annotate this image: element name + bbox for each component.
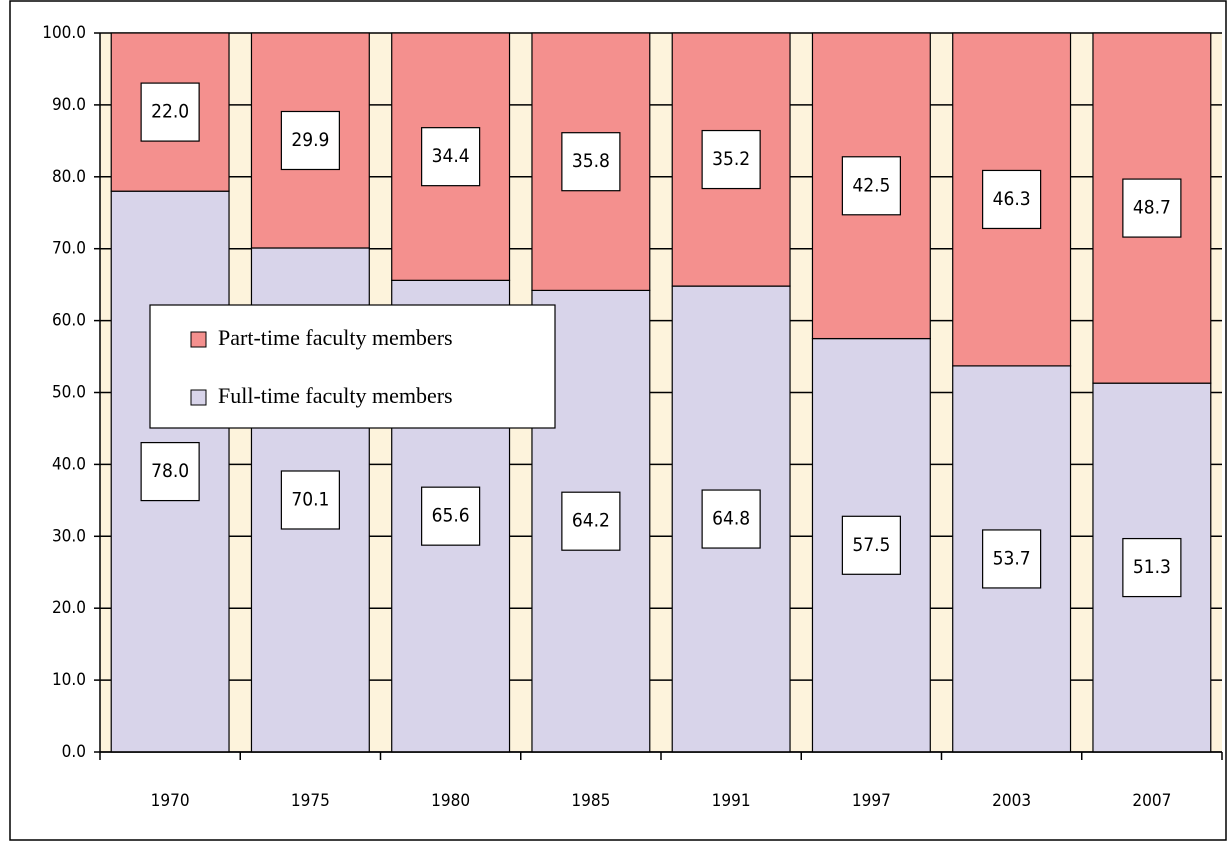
legend-label: Full-time faculty members	[218, 383, 453, 408]
y-tick-label: 70.0	[52, 239, 86, 259]
y-tick-label: 90.0	[52, 95, 86, 115]
data-label: 35.2	[712, 148, 750, 170]
data-label-box	[280, 110, 340, 171]
legend-label: Part-time faculty members	[218, 325, 453, 350]
x-tick-label: 1980	[431, 791, 470, 811]
data-label: 78.0	[151, 460, 189, 482]
data-label: 46.3	[993, 188, 1031, 210]
data-label-box	[421, 127, 481, 187]
data-label: 65.6	[432, 505, 470, 527]
y-tick-label: 20.0	[52, 598, 86, 618]
data-label-box	[982, 529, 1042, 589]
data-label-box	[140, 441, 200, 502]
legend-box	[149, 304, 556, 429]
data-label-box	[1122, 178, 1182, 238]
y-tick-label: 0.0	[62, 742, 86, 762]
data-label-box	[841, 515, 901, 575]
x-tick-label: 1970	[151, 791, 190, 811]
data-label: 42.5	[852, 174, 890, 196]
data-label: 34.4	[432, 145, 470, 167]
data-label-box	[701, 489, 761, 549]
data-label: 70.1	[291, 488, 329, 510]
data-label-box	[280, 470, 340, 530]
x-tick-label: 2007	[1132, 791, 1171, 811]
data-label-box	[841, 156, 901, 216]
y-tick-label: 10.0	[52, 670, 86, 690]
x-tick-label: 1975	[291, 791, 330, 811]
data-label-box	[982, 169, 1042, 230]
data-label: 53.7	[993, 547, 1031, 569]
y-tick-label: 40.0	[52, 454, 86, 474]
y-tick-label: 60.0	[52, 311, 86, 331]
data-label-box	[421, 486, 481, 546]
data-label: 22.0	[151, 101, 189, 123]
data-label: 51.3	[1133, 556, 1171, 578]
y-tick-label: 80.0	[52, 167, 86, 187]
data-label: 29.9	[291, 129, 329, 151]
x-tick-label: 1991	[712, 791, 751, 811]
y-tick-label: 100.0	[42, 23, 86, 43]
data-label-box	[561, 132, 621, 192]
data-label-box	[1122, 537, 1182, 598]
y-tick-label: 30.0	[52, 526, 86, 546]
x-tick-label: 1985	[571, 791, 610, 811]
y-tick-label: 50.0	[52, 383, 86, 403]
data-label: 35.8	[572, 150, 610, 172]
data-label-box	[701, 129, 761, 190]
data-label-box	[140, 82, 200, 142]
x-tick-label: 1997	[852, 791, 891, 811]
data-label: 48.7	[1133, 197, 1171, 219]
legend-swatch	[190, 331, 207, 348]
data-label: 64.2	[572, 510, 610, 532]
data-label: 64.8	[712, 508, 750, 530]
data-label: 57.5	[852, 534, 890, 556]
x-tick-label: 2003	[992, 791, 1031, 811]
data-label-box	[561, 491, 621, 551]
legend-swatch	[190, 389, 207, 406]
